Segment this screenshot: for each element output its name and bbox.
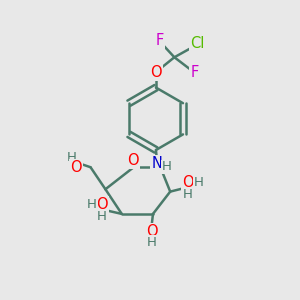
Text: H: H [194,176,204,189]
Text: O: O [127,153,139,168]
Text: H: H [87,198,97,211]
Text: N: N [152,157,162,172]
Text: H: H [146,236,156,249]
Text: O: O [150,64,162,80]
Text: O: O [96,197,108,212]
Text: F: F [190,64,198,80]
Text: H: H [183,188,193,201]
Text: H: H [97,210,107,223]
Text: Cl: Cl [190,36,204,51]
Text: F: F [156,33,164,48]
Text: H: H [162,160,172,173]
Text: O: O [146,224,157,239]
Text: O: O [182,175,194,190]
Text: H: H [67,151,77,164]
Text: O: O [70,160,82,175]
